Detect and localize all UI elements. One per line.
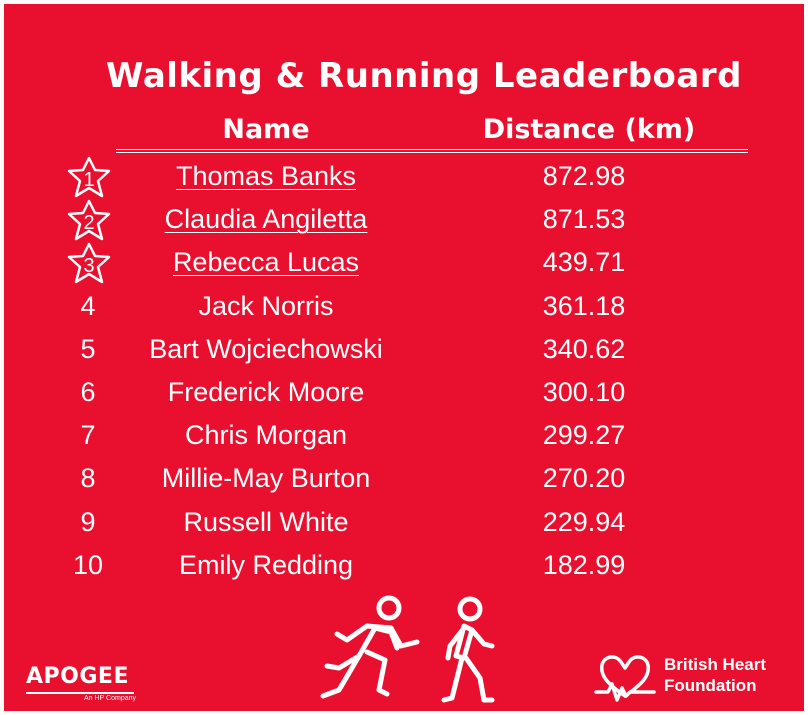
- svg-text:2: 2: [83, 212, 94, 234]
- participant-name: Millie-May Burton: [161, 463, 371, 494]
- apogee-wordmark: APOGEE: [26, 664, 129, 689]
- distance-value: 182.99: [542, 549, 626, 580]
- table-row: 2 Claudia Angiletta 871.53: [4, 199, 804, 241]
- table-row: 5 Bart Wojciechowski 340.62: [4, 329, 804, 369]
- participant-name: Emily Redding: [178, 549, 354, 580]
- rank-number: 10: [72, 549, 104, 580]
- header-divider: [116, 149, 748, 150]
- participant-name: Frederick Moore: [167, 377, 365, 407]
- distance-value: 300.10: [542, 377, 626, 407]
- participant-name: Russell White: [183, 506, 349, 537]
- bhf-logo-text: British Heart Foundation: [664, 654, 766, 696]
- svg-text:3: 3: [83, 255, 94, 277]
- svg-text:1: 1: [83, 169, 94, 191]
- table-row: 6 Frederick Moore 300.10: [4, 372, 804, 412]
- distance-value: 299.27: [542, 420, 626, 451]
- walking-person-icon: [441, 596, 495, 703]
- apogee-tagline: An HP Company: [84, 695, 137, 702]
- heart-pulse-icon: [594, 655, 656, 702]
- rank-number: 8: [80, 463, 96, 494]
- star-badge-icon: 3: [66, 242, 112, 286]
- rank-number: 5: [80, 333, 96, 364]
- table-row: 8 Millie-May Burton 270.20: [4, 458, 804, 498]
- distance-value: 229.94: [542, 506, 626, 537]
- rank-number: 7: [80, 420, 96, 451]
- rank-number: 9: [80, 506, 96, 537]
- apogee-underline: [26, 692, 134, 694]
- bhf-line-1: British Heart: [664, 655, 767, 674]
- participant-name: Jack Norris: [198, 290, 334, 321]
- distance-value: 361.18: [542, 290, 626, 321]
- star-badge-icon: 2: [66, 199, 112, 243]
- table-row: 4 Jack Norris 361.18: [4, 286, 804, 326]
- column-header-distance: Distance (km): [482, 114, 696, 145]
- leaderboard-panel: Walking & Running Leaderboard Name Dista…: [4, 4, 804, 711]
- distance-value: 340.62: [542, 333, 626, 364]
- distance-value: 872.98: [542, 161, 626, 191]
- distance-value: 270.20: [542, 463, 626, 494]
- table-row: 7 Chris Morgan 299.27: [4, 415, 804, 455]
- page-title: Walking & Running Leaderboard: [106, 56, 742, 96]
- participant-name[interactable]: Rebecca Lucas: [172, 247, 360, 278]
- column-header-name: Name: [222, 114, 310, 145]
- table-row: 1 Thomas Banks 872.98: [4, 156, 804, 198]
- table-row: 3 Rebecca Lucas 439.71: [4, 242, 804, 284]
- star-badge-icon: 1: [66, 156, 112, 200]
- rank-number: 6: [80, 377, 96, 407]
- running-person-icon: [320, 595, 420, 699]
- participant-name: Bart Wojciechowski: [149, 333, 383, 364]
- distance-value: 439.71: [542, 247, 626, 278]
- apogee-logo: APOGEE An HP Company: [24, 664, 144, 709]
- rank-number: 4: [80, 290, 96, 321]
- participant-name: Chris Morgan: [184, 420, 348, 451]
- table-row: 9 Russell White 229.94: [4, 502, 804, 542]
- header-divider: [116, 152, 748, 153]
- bhf-line-2: Foundation: [664, 676, 757, 695]
- table-row: 10 Emily Redding 182.99: [4, 545, 804, 585]
- participant-name[interactable]: Thomas Banks: [175, 161, 357, 191]
- participant-name[interactable]: Claudia Angiletta: [164, 204, 368, 235]
- distance-value: 871.53: [542, 204, 626, 235]
